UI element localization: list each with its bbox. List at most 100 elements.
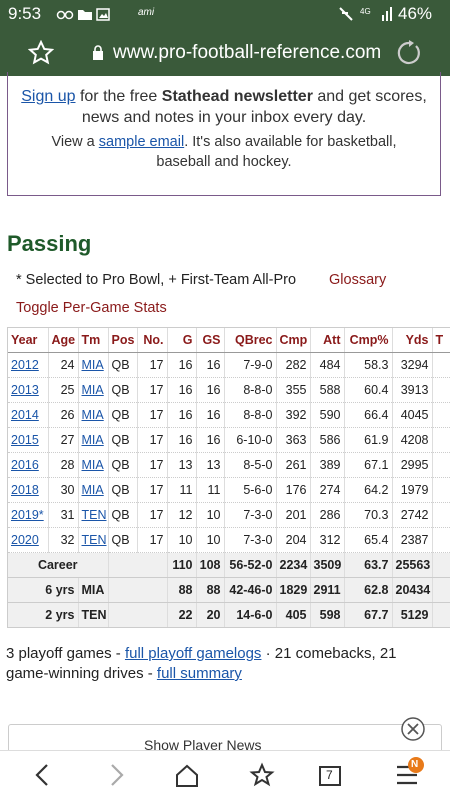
cell: 27 [48, 427, 79, 453]
cell: QB [108, 427, 138, 453]
cell [432, 552, 450, 578]
cell [432, 352, 450, 378]
bookmark-star[interactable] [28, 40, 54, 66]
cell-link[interactable]: MIA [81, 483, 104, 497]
cell-link[interactable]: 2016 [11, 458, 39, 472]
back[interactable] [35, 764, 48, 786]
summary-row: 6 yrs MIA 88 88 42-46-0 1829 2911 62.8 20434 [8, 577, 450, 603]
home[interactable] [176, 764, 198, 787]
cell: 10 [167, 527, 197, 553]
cell: 2742 [392, 502, 433, 528]
cell-link[interactable]: 2018 [11, 483, 39, 497]
summary-link[interactable]: full summary [156, 665, 242, 682]
cell: 16 [196, 427, 225, 453]
cell: 586 [310, 427, 345, 453]
cell: 17 [137, 527, 168, 553]
cell-link[interactable]: MIA [81, 358, 104, 372]
reload[interactable] [396, 40, 422, 66]
cell: 26 [48, 402, 79, 428]
text: . It's also available for basketball, ba… [156, 134, 397, 170]
gamelogs-link[interactable]: full playoff gamelogs [124, 645, 262, 662]
close-ad[interactable] [400, 716, 426, 742]
cell: 3913 [392, 377, 433, 403]
cell: 2015 [8, 427, 49, 453]
cell: 66.4 [344, 402, 393, 428]
cell [432, 477, 450, 503]
cell: 8-8-0 [224, 377, 277, 403]
cell [432, 377, 450, 403]
forward[interactable] [111, 764, 124, 786]
cell: 63.7 [344, 552, 393, 578]
cell: 20 [196, 602, 225, 628]
cell: MIA [78, 377, 109, 403]
cell-link[interactable]: MIA [81, 408, 104, 422]
summary-label: Career [8, 552, 109, 578]
cell: 2234 [276, 552, 311, 578]
cell: 484 [310, 352, 345, 378]
cell: 286 [310, 502, 345, 528]
cell: 28 [48, 452, 79, 478]
newsletter-text: View a sample email. It's also available… [8, 132, 440, 172]
column-header: GS [196, 328, 225, 353]
cell: 58.3 [344, 352, 393, 378]
cell-link[interactable]: MIA [81, 433, 104, 447]
cell: 2014 [8, 402, 49, 428]
cell-link[interactable]: 2020 [11, 533, 39, 547]
battery: 46% [398, 4, 433, 23]
toggle-link[interactable]: Toggle Per-Game Stats [16, 300, 167, 316]
cell: 3509 [310, 552, 345, 578]
season-row: 2020 32 TEN QB 17 10 10 7-3-0 204 312 65.4 2387 [8, 527, 450, 553]
cell-link[interactable]: MIA [81, 383, 104, 397]
season-row: 2018 30 MIA QB 17 11 11 5-6-0 176 274 64.2 1979 [8, 477, 450, 503]
cell: MIA [78, 427, 109, 453]
column-header: T [432, 328, 450, 353]
footer-text: 3 playoff games - full playoff gamelogs … [6, 644, 426, 684]
column-header: No. [137, 328, 168, 353]
cell: 2911 [310, 577, 345, 603]
section-title: Passing [7, 231, 92, 256]
column-header: Age [48, 328, 79, 353]
sample-link[interactable]: sample email [98, 134, 185, 150]
text: View a [51, 134, 99, 150]
cell: 64.2 [344, 477, 393, 503]
cell: 3294 [392, 352, 433, 378]
cell [108, 552, 168, 578]
cell: 17 [137, 402, 168, 428]
cell: MIA [78, 452, 109, 478]
cell: 16 [196, 352, 225, 378]
cell: 4045 [392, 402, 433, 428]
cell-link[interactable]: 2013 [11, 383, 39, 397]
season-row: 2019* 31 TEN QB 17 12 10 7-3-0 201 286 70.3 2742 [8, 502, 450, 528]
cell: 17 [137, 427, 168, 453]
cell-link[interactable]: 2014 [11, 408, 39, 422]
cell-link[interactable]: MIA [81, 458, 104, 472]
column-header: Tm [78, 328, 109, 353]
url[interactable]: www.pro-football-reference.com [113, 42, 382, 63]
cell: 25 [48, 377, 79, 403]
cell [432, 452, 450, 478]
cell-link[interactable]: 2015 [11, 433, 39, 447]
cell: 5129 [392, 602, 433, 628]
bookmarks[interactable] [249, 762, 275, 787]
cell: QB [108, 352, 138, 378]
cell [432, 602, 450, 628]
cell: QB [108, 477, 138, 503]
cell-link[interactable]: TEN [81, 508, 107, 522]
cell: 7-9-0 [224, 352, 277, 378]
cell: 16 [196, 377, 225, 403]
cell: 22 [167, 602, 197, 628]
cell: 70.3 [344, 502, 393, 528]
signup-link[interactable]: Sign up [21, 88, 76, 105]
nav-icons [35, 757, 424, 787]
cell: 16 [167, 427, 197, 453]
tabs[interactable] [319, 766, 341, 786]
column-header: Cmp [276, 328, 311, 353]
cell-link[interactable]: 2012 [11, 358, 39, 372]
column-header: QBrec [224, 328, 277, 353]
season-row: 2012 24 MIA QB 17 16 16 7-9-0 282 484 58.3 3294 [8, 352, 450, 378]
browser-bar: www.pro-football-reference.com [0, 28, 450, 76]
cell-link[interactable]: TEN [81, 533, 107, 547]
cell-link[interactable]: 2019* [11, 508, 44, 522]
glossary-link[interactable]: Glossary [329, 272, 387, 288]
cell: 363 [276, 427, 311, 453]
